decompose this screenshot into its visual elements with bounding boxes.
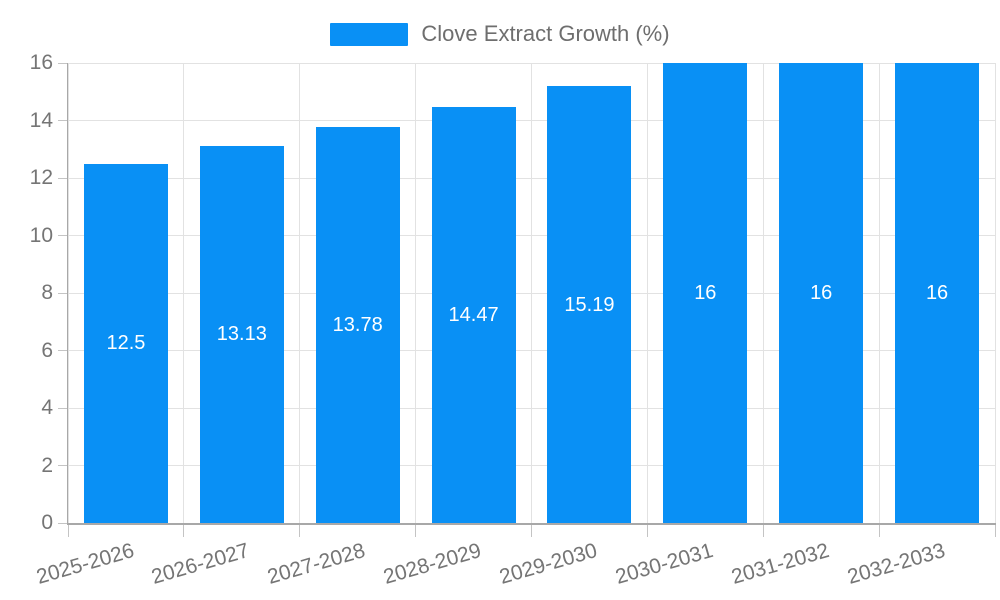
y-tick (58, 177, 68, 179)
y-tick (58, 292, 68, 294)
legend-swatch (330, 22, 409, 46)
y-tick-label: 0 (41, 511, 53, 534)
x-tick-label: 2032-2033 (844, 539, 948, 589)
x-tick-label: 2029-2030 (496, 539, 600, 589)
y-tick (58, 235, 68, 236)
bar-value-label: 13.13 (216, 323, 267, 346)
gridline-v (762, 63, 764, 523)
y-tick (58, 120, 68, 121)
x-axis-line (67, 523, 996, 525)
y-tick-label: 2 (41, 453, 53, 477)
gridline-v (878, 63, 880, 523)
x-tick (183, 523, 185, 537)
bar[interactable] (431, 106, 516, 523)
bar[interactable] (895, 63, 980, 523)
x-tick-label: 2030-2031 (612, 539, 716, 589)
y-tick (58, 522, 68, 524)
bar-value-label: 13.78 (332, 313, 383, 336)
x-tick (299, 523, 301, 537)
legend-label: Clove Extract Growth (%) (421, 21, 670, 46)
x-tick (415, 523, 417, 537)
y-tick (58, 407, 68, 409)
gridline-v (67, 63, 69, 523)
bar[interactable] (315, 126, 400, 523)
bar[interactable] (83, 163, 168, 523)
y-tick-label: 14 (29, 108, 53, 132)
x-tick (531, 523, 532, 537)
x-tick (67, 523, 69, 537)
bar-value-label: 15.19 (564, 293, 615, 316)
gridline-v (299, 63, 301, 523)
x-tick-label: 2027-2028 (265, 539, 369, 589)
x-tick (646, 523, 648, 537)
gridline-v (994, 63, 996, 523)
bar[interactable] (199, 145, 284, 523)
bar-value-label: 14.47 (448, 303, 499, 326)
x-tick (762, 523, 764, 537)
bar-value-label: 12.5 (106, 332, 146, 355)
bar-value-label: 16 (810, 282, 833, 304)
x-tick-label: 2026-2027 (149, 539, 253, 589)
gridline-v (531, 63, 532, 523)
legend[interactable]: Clove Extract Growth (%) (0, 21, 1000, 47)
y-tick (58, 350, 68, 351)
y-tick-label: 12 (29, 166, 53, 189)
y-tick (58, 62, 68, 64)
x-tick-label: 2031-2032 (728, 539, 832, 589)
x-tick-label: 2028-2029 (381, 539, 484, 589)
y-axis-line (67, 63, 68, 523)
y-tick (58, 465, 68, 466)
bar[interactable] (663, 63, 748, 523)
bar-value-label: 16 (925, 282, 949, 304)
y-tick-label: 6 (41, 338, 53, 362)
bar-value-label: 16 (694, 282, 717, 304)
gridline-v (183, 63, 185, 523)
gridline-v (646, 63, 648, 523)
x-tick (878, 523, 880, 537)
x-tick-label: 2025-2026 (33, 539, 137, 589)
gridline-v (415, 63, 417, 523)
y-tick-label: 10 (29, 223, 53, 247)
y-tick-label: 16 (29, 51, 53, 74)
bar[interactable] (547, 86, 632, 523)
y-tick-label: 8 (41, 281, 53, 304)
bar[interactable] (779, 63, 864, 523)
y-tick-label: 4 (41, 396, 53, 419)
x-tick (994, 523, 996, 537)
